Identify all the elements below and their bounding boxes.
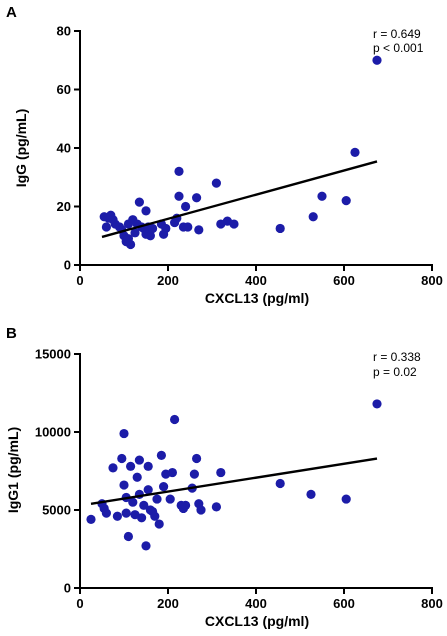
x-tick-label: 0 — [76, 596, 83, 611]
y-ticks: 0 5000 10000 15000 — [35, 347, 80, 596]
x-tick-label: 0 — [76, 273, 83, 288]
p-value-annotation: p = 0.02 — [373, 365, 417, 379]
data-point — [126, 239, 136, 250]
data-point — [123, 531, 133, 542]
y-tick-label: 0 — [64, 258, 71, 273]
y-tick-label: 0 — [64, 581, 71, 596]
x-tick-label: 800 — [421, 596, 443, 611]
x-tick-label: 400 — [245, 596, 267, 611]
data-point — [159, 482, 169, 492]
data-point — [101, 222, 111, 232]
data-point — [141, 206, 151, 216]
data-point — [121, 508, 131, 518]
panel-b: B 0 5000 10000 15000 0 200 400 600 800 CXCL13 (… — [5, 325, 443, 629]
data-point — [372, 399, 382, 409]
y-axis-title: IgG1 (pg/mL) — [5, 427, 21, 513]
data-point — [150, 511, 160, 521]
panel-a: A 0 20 40 60 80 0 200 400 600 800 CXCL13 (pg/ml)… — [6, 4, 443, 306]
data-point — [192, 453, 202, 464]
data-point — [216, 467, 226, 478]
data-point — [134, 197, 144, 207]
y-tick-label: 80 — [57, 24, 71, 39]
data-point — [156, 450, 166, 460]
x-tick-label: 400 — [245, 273, 267, 288]
data-point — [194, 225, 204, 235]
data-point — [126, 461, 136, 471]
data-point — [350, 147, 360, 157]
data-point — [167, 467, 177, 478]
x-ticks: 0 200 400 600 800 — [76, 588, 443, 611]
data-point — [308, 212, 318, 222]
data-point — [101, 508, 111, 518]
data-point — [148, 223, 158, 234]
data-point — [174, 166, 184, 176]
y-tick-label: 40 — [57, 141, 71, 156]
y-tick-label: 60 — [57, 82, 71, 97]
y-tick-label: 10000 — [35, 425, 71, 440]
data-point — [119, 428, 129, 439]
x-axis-title: CXCL13 (pg/ml) — [205, 290, 309, 306]
data-point — [275, 478, 285, 489]
data-point — [189, 469, 199, 479]
data-point — [130, 228, 140, 238]
data-point — [341, 494, 351, 504]
x-tick-label: 800 — [421, 273, 443, 288]
data-point — [174, 191, 184, 201]
data-point — [183, 222, 193, 232]
data-point — [317, 191, 327, 201]
regression-line — [101, 160, 378, 239]
data-point — [181, 201, 191, 212]
r-value-annotation: r = 0.338 — [373, 350, 421, 364]
data-point — [112, 511, 122, 521]
x-tick-label: 600 — [333, 596, 355, 611]
data-point — [170, 414, 180, 425]
data-point — [341, 196, 351, 206]
data-point — [372, 55, 382, 65]
data-point — [229, 219, 239, 229]
data-point — [275, 223, 285, 234]
data-points — [86, 399, 382, 551]
data-point — [196, 505, 206, 515]
data-point — [137, 513, 147, 523]
data-point — [192, 193, 202, 203]
data-point — [117, 453, 127, 464]
data-point — [141, 541, 151, 551]
data-point — [181, 500, 191, 510]
x-ticks: 0 200 400 600 800 — [76, 265, 443, 288]
p-value-annotation: p < 0.001 — [373, 41, 424, 55]
data-point — [165, 494, 175, 504]
y-tick-label: 20 — [57, 199, 71, 214]
data-point — [119, 480, 129, 490]
y-tick-label: 5000 — [42, 503, 71, 518]
data-points — [99, 55, 382, 250]
data-point — [134, 455, 144, 465]
y-tick-label: 15000 — [35, 347, 71, 362]
data-point — [145, 231, 155, 241]
data-point — [86, 514, 96, 524]
x-tick-label: 200 — [157, 596, 179, 611]
r-value-annotation: r = 0.649 — [373, 27, 421, 41]
data-point — [128, 497, 138, 507]
data-point — [143, 461, 153, 471]
panel-label: A — [6, 4, 17, 21]
y-axis-title: IgG (pg/mL) — [13, 109, 29, 188]
data-point — [306, 489, 316, 499]
data-point — [132, 472, 142, 482]
x-axis-title: CXCL13 (pg/ml) — [205, 613, 309, 629]
data-point — [143, 485, 153, 495]
x-tick-label: 600 — [333, 273, 355, 288]
data-point — [154, 519, 164, 529]
regression-line — [90, 457, 378, 505]
x-tick-label: 200 — [157, 273, 179, 288]
y-ticks: 0 20 40 60 80 — [57, 24, 80, 273]
data-point — [108, 463, 118, 473]
panel-label: B — [6, 325, 17, 342]
data-point — [161, 223, 171, 234]
data-point — [211, 502, 221, 512]
data-point — [211, 178, 221, 188]
data-point — [139, 500, 149, 510]
data-point — [152, 494, 162, 504]
